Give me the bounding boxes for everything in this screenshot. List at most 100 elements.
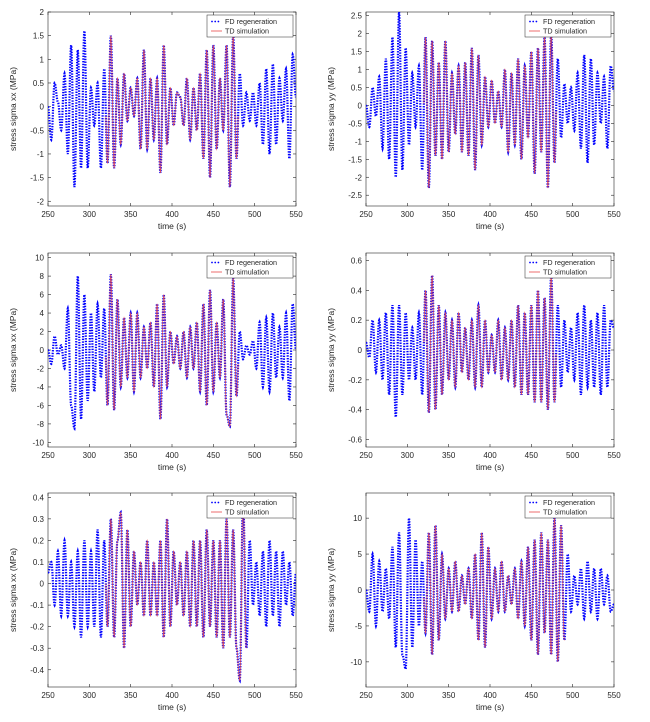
y-tick-label: 0.3 bbox=[33, 515, 45, 524]
y-tick-label: 5 bbox=[358, 550, 363, 559]
series-group bbox=[366, 517, 614, 671]
y-tick-label: 0 bbox=[358, 101, 363, 110]
y-tick-label: -2 bbox=[37, 364, 45, 373]
fd-regeneration-series bbox=[48, 497, 296, 684]
x-axis-label: time (s) bbox=[476, 221, 505, 231]
y-tick-label: 2 bbox=[40, 328, 45, 337]
legend-fd-marker bbox=[214, 501, 217, 504]
legend-fd-marker bbox=[217, 20, 220, 23]
legend-fd-label: FD regeneration bbox=[543, 258, 595, 267]
series-group bbox=[48, 497, 296, 684]
x-axis-label: time (s) bbox=[158, 462, 187, 472]
x-axis-label: time (s) bbox=[476, 462, 505, 472]
y-tick-label: 0.5 bbox=[33, 79, 45, 88]
y-tick-label: -10 bbox=[32, 438, 44, 447]
y-tick-label: 0.4 bbox=[351, 286, 363, 295]
x-tick-label: 250 bbox=[359, 691, 373, 700]
x-tick-label: 300 bbox=[83, 691, 97, 700]
legend-fd-marker bbox=[535, 261, 538, 264]
td-simulation-series bbox=[105, 35, 239, 188]
y-tick-label: 10 bbox=[353, 514, 362, 523]
legend-td-label: TD simulation bbox=[225, 27, 269, 36]
y-tick-label: 2 bbox=[358, 30, 363, 39]
x-tick-label: 400 bbox=[483, 210, 497, 219]
y-tick-label: 0.2 bbox=[351, 316, 363, 325]
td-simulation-series bbox=[423, 33, 557, 189]
y-tick-label: -5 bbox=[355, 622, 363, 631]
x-tick-label: 500 bbox=[248, 691, 262, 700]
x-tick-label: 250 bbox=[41, 210, 55, 219]
legend-box bbox=[206, 495, 294, 519]
legend-box bbox=[524, 14, 612, 38]
x-tick-label: 350 bbox=[442, 451, 456, 460]
td-simulation-series bbox=[105, 497, 247, 682]
y-tick-label: 0.2 bbox=[33, 536, 45, 545]
y-tick-label: 0 bbox=[358, 346, 363, 355]
y-tick-label: 0 bbox=[358, 586, 363, 595]
fd-regeneration-series bbox=[48, 274, 296, 431]
y-tick-label: -0.2 bbox=[30, 623, 44, 632]
legend-td-label: TD simulation bbox=[543, 27, 587, 36]
legend-fd-marker bbox=[529, 20, 531, 23]
y-tick-label: 10 bbox=[35, 254, 44, 263]
x-tick-label: 350 bbox=[124, 210, 138, 219]
y-tick-label: 6 bbox=[40, 291, 45, 300]
y-tick-label: 0 bbox=[40, 580, 45, 589]
y-tick-label: -0.5 bbox=[348, 119, 362, 128]
legend-fd-marker bbox=[211, 501, 213, 504]
y-tick-label: 1 bbox=[358, 65, 363, 74]
x-tick-label: 450 bbox=[207, 451, 221, 460]
y-tick-label: 1 bbox=[40, 55, 45, 64]
y-tick-label: -0.4 bbox=[30, 666, 44, 675]
y-tick-label: 2 bbox=[40, 8, 45, 17]
chart-panel-2: 250 300 350 400 450 500 550 -2.5 -2 -1.5 -1 -0.5 0 0.… bbox=[326, 12, 621, 231]
x-tick-label: 550 bbox=[289, 210, 303, 219]
x-tick-label: 450 bbox=[207, 691, 221, 700]
x-tick-label: 400 bbox=[165, 691, 179, 700]
y-axis-label: stress sigma xx (MPa) bbox=[8, 308, 18, 392]
y-tick-label: 0 bbox=[40, 346, 45, 355]
y-axis-label: stress sigma xx (MPa) bbox=[8, 67, 18, 151]
legend-fd-marker bbox=[214, 20, 217, 23]
chart-panel-3: 250 300 350 400 450 500 550 -10 -8 -6 -4 -2 0 2 4 6 8 10 t… bbox=[8, 252, 303, 472]
x-tick-label: 300 bbox=[401, 451, 415, 460]
legend-fd-marker bbox=[214, 261, 217, 264]
y-tick-label: -2 bbox=[355, 173, 363, 182]
x-tick-label: 450 bbox=[525, 691, 539, 700]
y-axis-label: stress sigma xx (MPa) bbox=[8, 548, 18, 632]
x-tick-label: 550 bbox=[289, 691, 303, 700]
y-tick-label: 1.5 bbox=[351, 48, 363, 57]
y-tick-label: 0.6 bbox=[351, 256, 363, 265]
chart-panel-4: 250 300 350 400 450 500 550 -0.6 -0.4 -0.2 0 0.2 0.4… bbox=[326, 252, 621, 472]
y-tick-label: 0 bbox=[40, 103, 45, 112]
x-tick-label: 250 bbox=[359, 451, 373, 460]
series-group bbox=[366, 275, 614, 418]
y-axis-label: stress sigma yy (MPa) bbox=[326, 67, 336, 151]
legend-fd-marker bbox=[217, 261, 220, 264]
legend-fd-label: FD regeneration bbox=[225, 17, 277, 26]
x-tick-label: 250 bbox=[41, 451, 55, 460]
y-tick-label: 4 bbox=[40, 309, 45, 318]
x-axis-label: time (s) bbox=[476, 702, 505, 712]
x-tick-label: 350 bbox=[442, 210, 456, 219]
x-tick-label: 450 bbox=[525, 451, 539, 460]
y-tick-label: -0.1 bbox=[30, 601, 44, 610]
y-tick-label: -0.4 bbox=[348, 406, 362, 415]
legend-fd-marker bbox=[211, 20, 213, 23]
y-tick-label: 1.5 bbox=[33, 32, 45, 41]
legend-td-label: TD simulation bbox=[225, 508, 269, 517]
series-group bbox=[48, 274, 296, 431]
series-group bbox=[48, 30, 296, 188]
x-tick-label: 400 bbox=[483, 691, 497, 700]
x-tick-label: 300 bbox=[83, 451, 97, 460]
y-axis-label: stress sigma yy (MPa) bbox=[326, 548, 336, 632]
y-tick-label: -0.3 bbox=[30, 644, 44, 653]
x-tick-label: 250 bbox=[359, 210, 373, 219]
x-tick-label: 400 bbox=[165, 451, 179, 460]
y-axis-label: stress sigma yy (MPa) bbox=[326, 308, 336, 392]
y-tick-label: -6 bbox=[37, 401, 45, 410]
x-tick-label: 450 bbox=[207, 210, 221, 219]
